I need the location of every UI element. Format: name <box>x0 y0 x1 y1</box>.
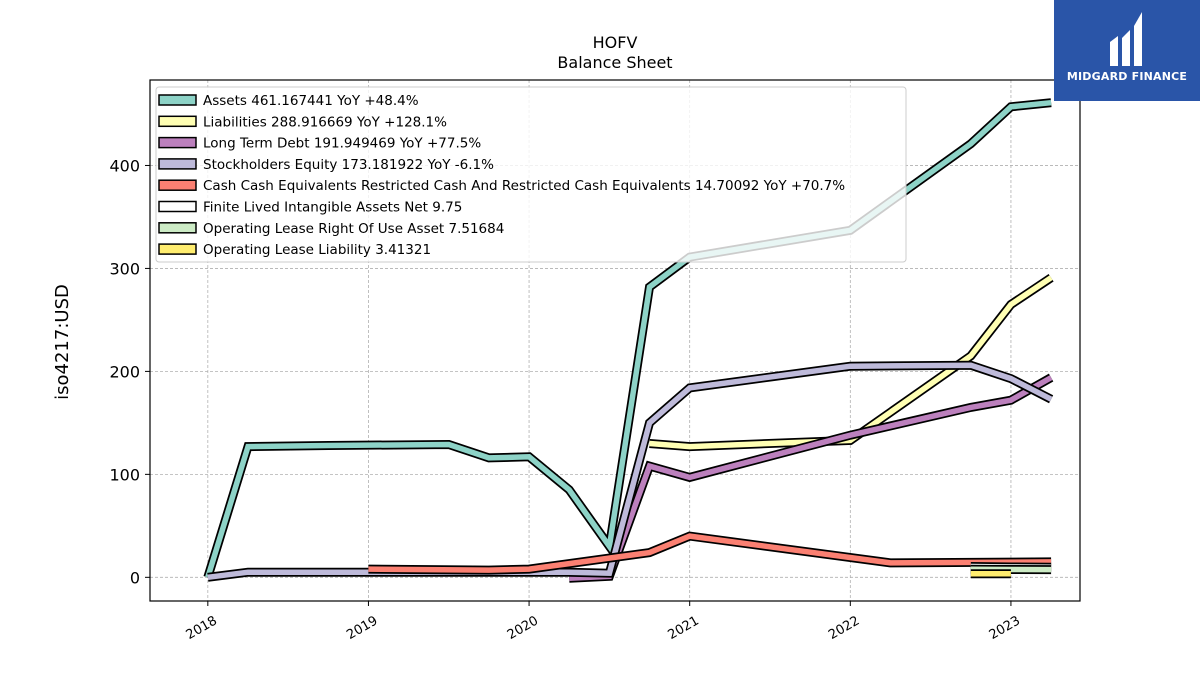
legend-entry: Operating Lease Right Of Use Asset 7.516… <box>203 221 504 237</box>
legend-swatch <box>158 200 197 213</box>
legend-swatch <box>158 158 197 170</box>
legend-entry: Finite Lived Intangible Assets Net 9.75 <box>203 200 462 216</box>
midgard-finance-logo: MIDGARD FINANCE <box>1054 0 1200 101</box>
x-tick-label: 2018 <box>184 613 220 643</box>
x-tick-label: 2022 <box>826 613 862 643</box>
legend-entry: Operating Lease Liability 3.41321 <box>203 242 431 258</box>
legend-swatch <box>158 94 197 106</box>
legend-entry: Liabilities 288.916669 YoY +128.1% <box>203 114 447 130</box>
series-line <box>368 533 1052 573</box>
chart-title: HOFV <box>593 33 638 52</box>
x-tick-label: 2019 <box>344 613 380 643</box>
y-tick-label: 0 <box>130 568 140 587</box>
y-tick-label: 200 <box>109 362 140 381</box>
x-tick-label: 2023 <box>987 613 1023 643</box>
chart-subtitle: Balance Sheet <box>557 53 672 72</box>
legend-entry: Assets 461.167441 YoY +48.4% <box>203 93 419 109</box>
logo-mark-icon <box>1110 12 1142 66</box>
series-lines <box>203 98 1054 583</box>
legend-swatch <box>158 179 197 191</box>
legend-box <box>155 86 907 263</box>
legend-entry: Stockholders Equity 173.181922 YoY -6.1% <box>203 157 494 173</box>
logo-text: MIDGARD FINANCE <box>1066 70 1188 83</box>
legend-entry: Cash Cash Equivalents Restricted Cash An… <box>203 178 845 194</box>
x-tick-label: 2021 <box>666 613 702 643</box>
series-line <box>205 99 1052 579</box>
legend-swatch <box>158 115 197 128</box>
legend-swatch <box>158 136 197 149</box>
series-line <box>649 275 1053 450</box>
legend: Assets 461.167441 YoY +48.4% Liabilities … <box>155 86 907 263</box>
legend-swatch <box>158 243 197 255</box>
plot-frame <box>149 79 1081 602</box>
y-tick-label: 400 <box>109 156 140 175</box>
x-tick-label: 2020 <box>505 613 541 643</box>
y-axis-label: iso4217:USD <box>52 284 73 400</box>
legend-swatch <box>158 222 197 234</box>
y-tick-label: 100 <box>109 465 140 484</box>
y-tick-label: 300 <box>109 259 140 278</box>
legend-entry: Long Term Debt 191.949469 YoY +77.5% <box>203 136 481 152</box>
